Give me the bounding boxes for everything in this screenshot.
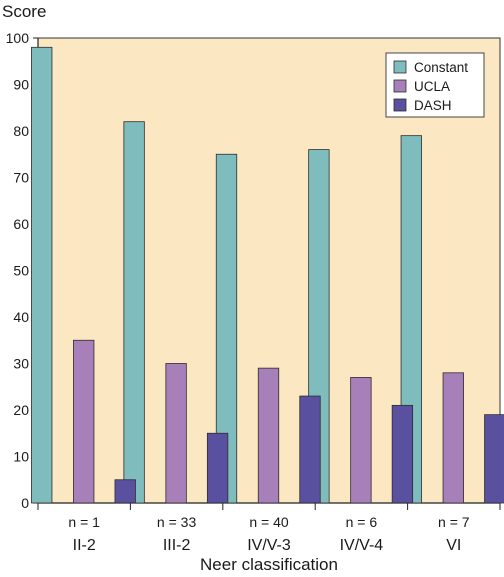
x-sample-size-label: n = 6 [346, 514, 378, 530]
legend-swatch [393, 98, 407, 112]
bar-ucla [73, 339, 95, 504]
y-tick-label: 90 [13, 77, 29, 93]
legend-label: UCLA [414, 79, 450, 94]
x-sample-size-label: n = 40 [249, 514, 289, 530]
x-axis-title: Neer classification [200, 555, 338, 572]
bar-constant [31, 46, 53, 504]
bar-dash [114, 479, 136, 504]
y-tick-label: 80 [13, 123, 29, 139]
x-category-label: IV/V-4 [340, 537, 384, 554]
y-tick-label: 40 [13, 309, 29, 325]
y-tick-label: 0 [21, 495, 29, 511]
bar-ucla [350, 377, 372, 504]
x-category-label: III-2 [163, 537, 191, 554]
bar-ucla [165, 363, 187, 504]
y-tick-label: 20 [13, 402, 29, 418]
bar-dash [299, 395, 321, 504]
x-sample-size-label: n = 7 [438, 514, 470, 530]
y-tick-label: 10 [13, 449, 29, 465]
x-category-label: II-2 [73, 537, 96, 554]
bar-ucla [442, 372, 464, 504]
y-tick-label: 50 [13, 263, 29, 279]
legend-label: Constant [414, 60, 468, 75]
legend-swatch [393, 60, 407, 74]
y-tick-label: 60 [13, 216, 29, 232]
x-category-label: IV/V-3 [247, 537, 291, 554]
y-tick-label: 100 [6, 30, 30, 46]
y-tick-label: 30 [13, 356, 29, 372]
bar-ucla [257, 367, 280, 504]
x-sample-size-label: n = 1 [68, 514, 100, 530]
y-tick-label: 70 [13, 170, 29, 186]
bar-dash [484, 414, 504, 504]
x-sample-size-label: n = 33 [157, 514, 197, 530]
x-category-label: VI [446, 537, 461, 554]
legend: Constant UCLA DASH [385, 52, 485, 118]
x-axis: n = 1 II-2 n = 33 III-2 n = 40 IV/V-3 n = 6 IV/… [37, 502, 501, 554]
bar-constant [123, 121, 145, 504]
y-axis-title: Score [2, 2, 46, 21]
bar-dash [391, 404, 414, 504]
legend-label: DASH [414, 98, 452, 113]
bar-dash [206, 432, 229, 504]
bars [31, 46, 504, 504]
legend-swatch [393, 79, 407, 93]
